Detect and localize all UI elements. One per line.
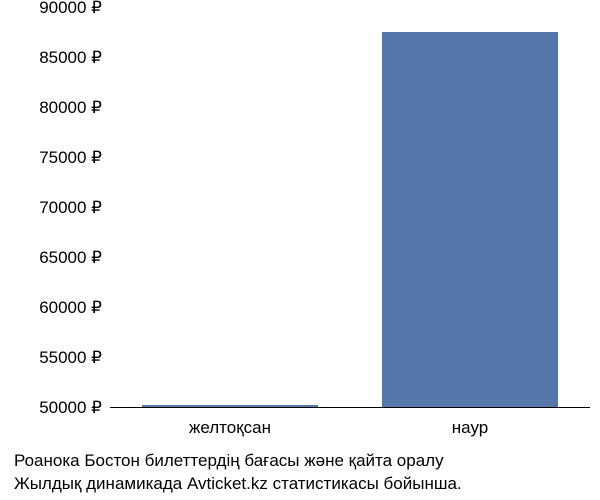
x-axis-labels: желтоқсан наур [110, 412, 590, 442]
y-axis: 50000 ₽ 55000 ₽ 60000 ₽ 65000 ₽ 70000 ₽ 75000… [0, 0, 110, 420]
caption-line-2: Жылдық динамикада Avticket.kz статистика… [14, 473, 594, 496]
y-tick-label: 65000 ₽ [39, 248, 102, 268]
bar [142, 405, 317, 407]
x-tick-label: желтоқсан [189, 418, 271, 438]
plot-area [110, 8, 590, 408]
y-tick-label: 60000 ₽ [39, 298, 102, 318]
y-tick-label: 90000 ₽ [39, 0, 102, 18]
caption-line-1: Роанока Бостон билеттердің бағасы және қ… [14, 450, 594, 473]
x-tick-label: наур [452, 418, 488, 438]
chart-caption: Роанока Бостон билеттердің бағасы және қ… [14, 450, 594, 496]
bar [382, 32, 557, 407]
y-tick-label: 75000 ₽ [39, 148, 102, 168]
y-tick-label: 85000 ₽ [39, 48, 102, 68]
y-tick-label: 55000 ₽ [39, 348, 102, 368]
y-tick-label: 80000 ₽ [39, 98, 102, 118]
price-chart: 50000 ₽ 55000 ₽ 60000 ₽ 65000 ₽ 70000 ₽ 75000… [0, 0, 600, 500]
y-tick-label: 70000 ₽ [39, 198, 102, 218]
y-tick-label: 50000 ₽ [39, 398, 102, 418]
